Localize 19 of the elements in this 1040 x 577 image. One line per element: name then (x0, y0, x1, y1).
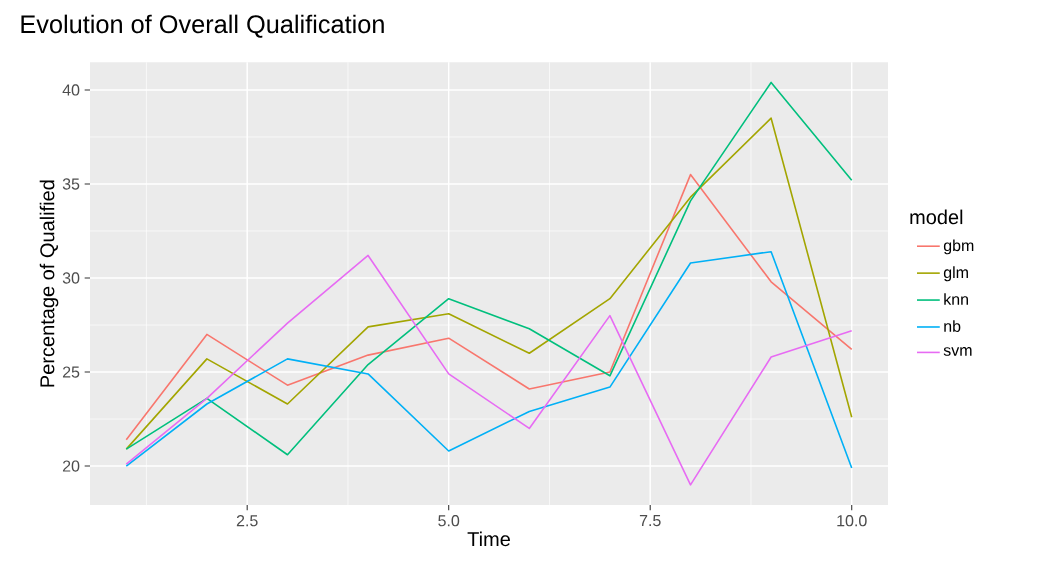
y-tick-label: 25 (62, 366, 80, 378)
legend-title: model (910, 209, 963, 225)
y-tick-label: 20 (62, 460, 80, 472)
x-tick-label: 7.5 (639, 515, 661, 527)
x-tick-label: 10.0 (837, 515, 867, 527)
line-series (125, 173, 853, 441)
y-axis-title: Percentage of Qualified (39, 180, 59, 387)
y-tick-label: 30 (62, 272, 80, 284)
legend-label: gbm (943, 239, 974, 255)
legend-label: glm (943, 266, 968, 282)
legend-label: nb (944, 320, 961, 332)
legend-label: svm (943, 347, 972, 356)
x-axis-title: Time (467, 531, 510, 547)
chart-title: Evolution of Overall Qualification (21, 14, 384, 38)
legend-label: knn (944, 293, 968, 305)
x-tick-label: 5.0 (438, 515, 460, 527)
y-tick-label: 35 (62, 178, 80, 190)
x-tick-label: 2.5 (236, 515, 258, 527)
y-tick-label: 40 (62, 84, 80, 96)
